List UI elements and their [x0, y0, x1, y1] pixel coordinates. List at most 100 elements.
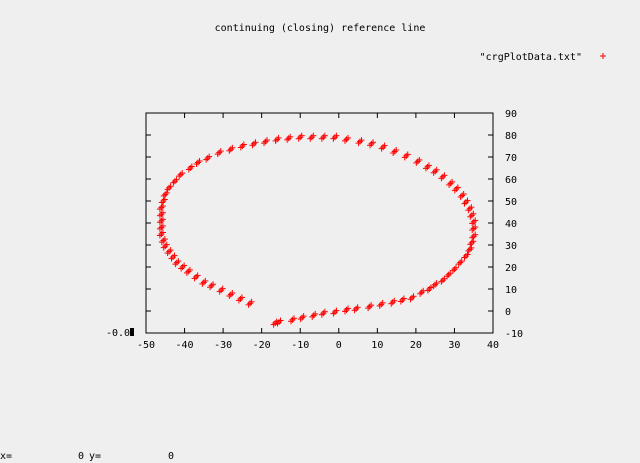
data-point [452, 264, 459, 271]
data-point [162, 243, 169, 250]
status-x-label: x= [0, 451, 13, 462]
data-point [291, 315, 298, 322]
data-point [164, 186, 171, 193]
legend: "crgPlotData.txt" [480, 52, 606, 63]
data-point [438, 175, 445, 182]
data-point [416, 156, 423, 163]
data-point [438, 278, 445, 285]
data-point [426, 286, 433, 292]
data-point [185, 268, 192, 275]
data-point [463, 199, 470, 206]
data-point [159, 216, 166, 223]
data-point [454, 184, 461, 191]
data-point [196, 158, 203, 164]
data-point [407, 296, 414, 303]
data-point [298, 132, 305, 139]
data-point [287, 133, 294, 140]
data-point [410, 293, 417, 300]
data-point [343, 306, 350, 313]
data-point [444, 273, 451, 280]
data-point [245, 301, 252, 308]
data-point [353, 305, 360, 312]
data-point [204, 155, 211, 162]
data-point [295, 135, 302, 142]
data-point [158, 239, 165, 246]
data-point [210, 281, 217, 288]
plot-frame [145, 112, 494, 334]
data-point [247, 300, 254, 307]
data-point [333, 307, 340, 314]
y-axis: -10 0 10 20 30 40 50 60 70 80 90 [146, 109, 523, 340]
data-point [163, 241, 170, 248]
data-point [179, 170, 186, 177]
data-point [341, 308, 348, 315]
data-point [368, 302, 375, 309]
data-point [451, 266, 458, 273]
data-point [237, 144, 244, 151]
data-point [399, 297, 406, 303]
data-point [307, 135, 314, 142]
x-tick-label: 20 [410, 340, 422, 351]
data-point [469, 234, 476, 241]
data-point [455, 261, 462, 268]
data-point [331, 134, 338, 141]
x-tick-label: -50 [137, 340, 155, 351]
data-point [274, 320, 281, 327]
data-point [354, 304, 361, 311]
data-point [161, 196, 168, 203]
data-point [159, 222, 166, 229]
data-point [275, 134, 282, 141]
data-point [464, 251, 471, 258]
data-point [413, 159, 420, 166]
data-point [169, 254, 176, 261]
data-point [175, 258, 182, 265]
data-point [160, 192, 167, 199]
data-point [159, 209, 166, 216]
data-point [441, 172, 448, 179]
data-point [203, 156, 210, 163]
data-point [158, 204, 165, 211]
data-point [414, 158, 421, 165]
y-tick-label: 40 [505, 219, 517, 230]
data-point [156, 232, 163, 239]
data-point [320, 134, 327, 141]
data-point [424, 163, 431, 170]
data-point [468, 244, 475, 251]
data-point [470, 218, 477, 225]
data-point [289, 316, 296, 323]
data-point [446, 181, 453, 188]
data-point [461, 200, 468, 207]
data-point [449, 178, 456, 185]
data-point [355, 140, 362, 147]
data-point [216, 149, 223, 156]
data-point [365, 305, 372, 312]
data-point [171, 178, 178, 185]
data-point [468, 204, 475, 211]
data-point [432, 168, 439, 175]
data-point [310, 132, 317, 139]
data-point [229, 144, 236, 151]
data-point [249, 142, 256, 149]
data-point [366, 303, 373, 310]
data-point [156, 206, 163, 213]
legend-marker [600, 53, 606, 59]
x-tick-label: 10 [371, 340, 383, 351]
data-point [163, 189, 170, 196]
data-point [368, 140, 375, 147]
data-point [409, 294, 416, 301]
data-point [194, 272, 201, 279]
x-tick-label: -40 [176, 340, 194, 351]
data-point [187, 165, 194, 171]
data-point [393, 147, 400, 153]
data-point [214, 151, 221, 158]
data-point [160, 244, 167, 251]
data-point [191, 275, 198, 282]
x-tick-label: -10 [291, 340, 309, 351]
data-point [388, 300, 395, 307]
data-point [358, 137, 365, 144]
data-point [193, 161, 200, 167]
data-point [200, 279, 207, 286]
data-point [252, 139, 259, 146]
data-point [172, 261, 179, 268]
data-point [202, 277, 209, 284]
